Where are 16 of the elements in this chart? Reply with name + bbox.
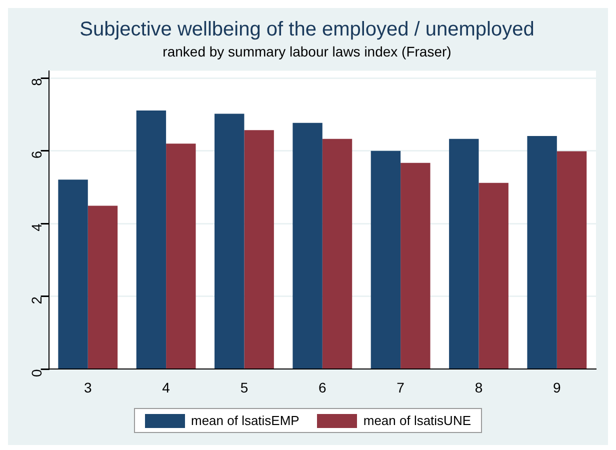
x-tick-label: 5: [240, 379, 248, 396]
y-tick-label: 2: [28, 296, 45, 304]
chart-subtitle: ranked by summary labour laws index (Fraser): [162, 43, 452, 60]
legend-label: mean of lsatisUNE: [363, 413, 472, 428]
x-tick-label: 6: [318, 379, 326, 396]
x-tick-label: 4: [162, 379, 170, 396]
y-tick-label: 6: [28, 150, 45, 159]
x-tick-label: 9: [553, 379, 562, 396]
y-tick-label: 8: [28, 78, 45, 86]
y-tick-label: 4: [28, 223, 45, 232]
y-tick-label: 0: [28, 368, 45, 377]
legend-label: mean of lsatisEMP: [190, 413, 300, 428]
x-tick-label: 8: [474, 379, 483, 396]
x-tick-label: 7: [396, 379, 405, 396]
chart-title: Subjective wellbeing of the employed / unemployed: [80, 18, 534, 41]
x-tick-label: 3: [84, 379, 92, 396]
